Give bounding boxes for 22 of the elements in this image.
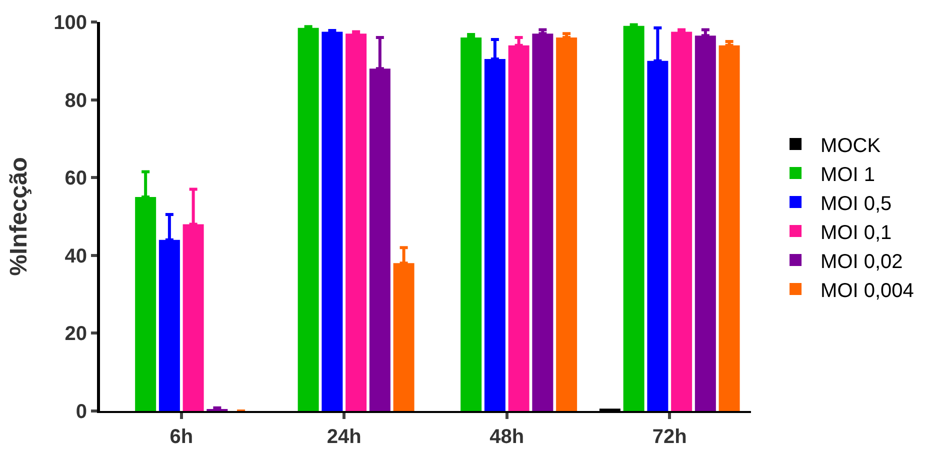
y-tick-label: 100 (54, 12, 87, 34)
y-tick-label: 80 (64, 90, 87, 112)
bar (623, 26, 644, 411)
bar (671, 32, 692, 411)
legend-label: MOCK (820, 134, 882, 157)
y-tick-label: 60 (64, 168, 87, 190)
y-tick-label: 0 (76, 401, 87, 423)
x-tick-label: 6h (170, 426, 194, 448)
y-tick-label: 20 (64, 323, 87, 346)
legend-label: MOI 0,02 (820, 250, 903, 273)
x-tick-label: 48h (490, 426, 524, 448)
y-axis-title: %Infecção (6, 157, 33, 276)
legend-label: MOI 0,5 (820, 192, 892, 215)
y-tick-label: 40 (64, 245, 87, 268)
legend-label: MOI 1 (820, 164, 875, 186)
legend-label: MOI 0,1 (820, 222, 892, 244)
x-tick-label: 72h (652, 426, 687, 448)
bar (322, 32, 343, 411)
x-tick-label: 24h (326, 426, 362, 448)
bar (346, 34, 367, 411)
bar (298, 28, 319, 411)
legend-label: MOI 0,004 (820, 280, 914, 302)
